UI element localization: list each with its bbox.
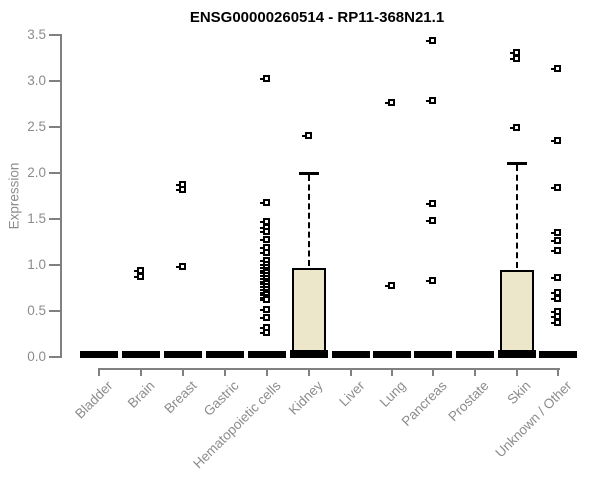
outlier-point <box>176 186 186 193</box>
y-axis-tick <box>49 356 61 358</box>
outlier-point <box>426 277 436 284</box>
outlier-point <box>551 137 561 144</box>
y-axis-tick <box>49 126 61 128</box>
x-axis-tick <box>98 368 100 376</box>
outlier-point <box>302 132 312 139</box>
x-axis-tick <box>140 368 142 376</box>
outlier-point <box>260 236 270 243</box>
median-line <box>498 350 536 358</box>
outlier-point <box>551 274 561 281</box>
outlier-point <box>385 282 395 289</box>
y-tick-label: 3.5 <box>27 27 46 42</box>
zero-bar <box>206 351 244 358</box>
outlier-point <box>510 124 520 131</box>
outlier-point <box>510 55 520 62</box>
x-axis-tick <box>350 368 352 376</box>
x-axis-line <box>99 368 560 370</box>
whisker <box>516 165 518 268</box>
outlier-point <box>134 273 144 280</box>
outlier-point <box>426 217 436 224</box>
zero-bar <box>80 351 118 358</box>
outlier-point <box>551 229 561 236</box>
outlier-point <box>260 329 270 336</box>
zero-bar <box>332 351 370 358</box>
y-axis-tick <box>49 80 61 82</box>
outlier-point <box>426 97 436 104</box>
x-axis-tick <box>432 368 434 376</box>
whisker <box>308 175 310 266</box>
zero-bar <box>414 351 452 358</box>
y-axis-tick <box>49 34 61 36</box>
x-axis-tick <box>391 368 393 376</box>
y-tick-label: 1.0 <box>27 257 46 272</box>
zero-bar <box>539 351 577 358</box>
outlier-point <box>551 237 561 244</box>
outlier-point <box>385 99 395 106</box>
x-axis-tick <box>266 368 268 376</box>
zero-bar <box>456 351 494 358</box>
outlier-point <box>176 263 186 270</box>
y-tick-label: 0.0 <box>27 349 46 364</box>
outlier-point <box>260 314 270 321</box>
y-axis-tick <box>49 172 61 174</box>
median-line <box>290 350 328 358</box>
outlier-point <box>426 37 436 44</box>
y-axis-tick <box>49 218 61 220</box>
x-axis-tick <box>557 368 559 376</box>
outlier-point <box>260 296 270 303</box>
whisker-cap <box>507 162 527 165</box>
outlier-point <box>260 249 270 256</box>
y-tick-label: 1.5 <box>27 211 46 226</box>
chart-title: ENSG00000260514 - RP11-368N21.1 <box>189 9 445 26</box>
y-tick-label: 2.5 <box>27 119 46 134</box>
zero-bar <box>122 351 160 358</box>
x-axis-tick <box>182 368 184 376</box>
whisker-cap <box>299 172 319 175</box>
x-axis-tick <box>224 368 226 376</box>
outlier-point <box>551 247 561 254</box>
zero-bar <box>373 351 411 358</box>
x-axis-tick <box>308 368 310 376</box>
outlier-point <box>551 319 561 326</box>
box <box>500 270 534 353</box>
outlier-point <box>260 199 270 206</box>
outlier-point <box>551 65 561 72</box>
outlier-point <box>551 184 561 191</box>
y-tick-label: 0.5 <box>27 303 46 318</box>
x-axis-tick <box>516 368 518 376</box>
x-axis-tick <box>474 368 476 376</box>
zero-bar <box>164 351 202 358</box>
y-tick-label: 2.0 <box>27 165 46 180</box>
outlier-point <box>260 306 270 313</box>
outlier-point <box>426 200 436 207</box>
y-tick-label: 3.0 <box>27 73 46 88</box>
y-axis-tick <box>49 310 61 312</box>
y-axis-tick <box>49 264 61 266</box>
zero-bar <box>248 351 286 358</box>
outlier-point <box>551 295 561 302</box>
y-axis-line <box>60 34 62 358</box>
box <box>292 268 326 353</box>
outlier-point <box>260 75 270 82</box>
outlier-point <box>260 228 270 235</box>
